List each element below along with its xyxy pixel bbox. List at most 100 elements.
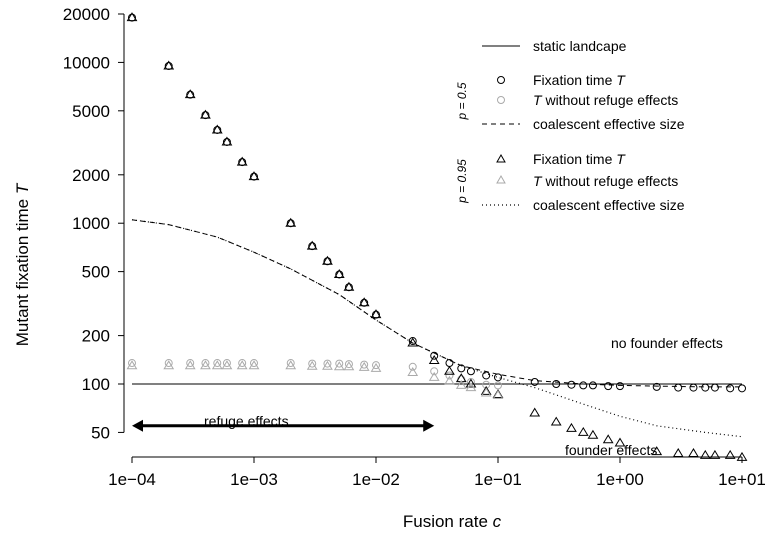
founder-effects-label: founder effects (565, 442, 657, 458)
point-triangle-grey (248, 360, 260, 370)
point-circle-black (674, 383, 683, 392)
point-circle-black (701, 383, 710, 392)
point-triangle-black (358, 297, 370, 307)
point-triangle-grey (444, 375, 455, 385)
point-circle-black (726, 384, 735, 393)
legend-group-label-p05: p = 0.5 (455, 82, 469, 120)
point-triangle-black (699, 449, 711, 459)
point-triangle-grey (358, 361, 370, 371)
point-circle-black (588, 381, 597, 390)
point-circle-grey (222, 359, 231, 368)
point-circle-grey (238, 359, 247, 368)
point-triangle-grey (285, 360, 297, 370)
point-triangle-black (211, 124, 223, 134)
point-triangle-grey (200, 360, 211, 370)
legend-fixation-time-p05: Fixation time T (533, 72, 626, 88)
point-circle-black (652, 382, 661, 391)
point-triangle-black (444, 365, 455, 375)
point-circle-black (710, 383, 719, 392)
legend-fixation-time-p095: Fixation time T (533, 151, 626, 167)
y-axis-title: Mutant fixation time T (13, 182, 32, 346)
point-triangle-grey (465, 382, 477, 392)
point-circle-black (552, 380, 561, 389)
legend-static-label: static landcape (533, 38, 627, 54)
point-triangle-grey (322, 360, 333, 370)
point-triangle-black (672, 447, 684, 457)
legend-no-refuge-p095: T without refuge effects (533, 173, 678, 189)
point-triangle-black (407, 337, 419, 347)
point-circle-grey (201, 359, 210, 368)
x-tick-label: 1e−04 (108, 470, 156, 489)
axes: 50 100 200 500 1000 2000 5000 10000 20000 1e−04 1e… (63, 5, 766, 489)
x-tick-label: 1e−03 (230, 470, 278, 489)
point-circle-grey (186, 359, 195, 368)
point-circle-black (457, 364, 466, 373)
point-triangle-black (221, 136, 233, 146)
point-triangle-grey (211, 360, 223, 370)
legend-circle-black (497, 76, 505, 84)
point-triangle-grey (306, 360, 318, 370)
point-triangle-black (724, 449, 736, 459)
point-triangle-grey (407, 366, 419, 376)
point-circle-black (430, 351, 439, 360)
refuge-arrow-left-head (132, 419, 143, 432)
point-circle-grey (323, 359, 332, 368)
point-triangle-black (285, 217, 297, 227)
point-circle-black (466, 367, 475, 376)
y-tick-label: 100 (82, 375, 110, 394)
legend-triangle-black (496, 153, 506, 163)
point-triangle-black (480, 385, 492, 395)
point-triangle-grey (221, 360, 233, 370)
point-circle-grey (408, 362, 417, 371)
point-circle-grey (372, 361, 380, 370)
point-circle-grey (164, 359, 173, 368)
point-circle-grey (286, 359, 295, 368)
point-circle-black (738, 384, 746, 393)
legend-no-refuge-p05: T without refuge effects (533, 92, 678, 108)
point-circle-black (494, 373, 502, 382)
refuge-effects-label: refuge effects (204, 413, 289, 429)
point-triangle-grey (184, 360, 196, 370)
point-triangle-grey (455, 379, 467, 389)
point-triangle-black (587, 429, 599, 439)
point-triangle-black (529, 407, 541, 417)
point-circle-grey (445, 371, 454, 380)
series-points (126, 12, 748, 461)
y-tick-label: 10000 (63, 53, 110, 72)
legend-coalescent-p05: coalescent effective size (533, 116, 685, 132)
point-circle-black (579, 381, 588, 390)
point-circle-grey (128, 359, 136, 368)
point-triangle-black (651, 446, 663, 456)
legend: static landcape p = 0.5 Fixation time T … (455, 38, 685, 213)
x-tick-label: 1e+00 (596, 470, 644, 489)
point-circle-grey (213, 359, 222, 368)
point-triangle-black (322, 255, 333, 265)
point-triangle-grey (163, 360, 175, 370)
x-tick-label: 1e−01 (474, 470, 522, 489)
point-triangle-black (306, 240, 318, 250)
point-circle-black (689, 383, 698, 392)
point-triangle-black (236, 156, 248, 166)
legend-circle-grey (497, 96, 505, 104)
series-line-dotted (131, 219, 743, 438)
point-triangle-black (465, 378, 477, 388)
x-axis-title: Fusion rate c (403, 512, 502, 531)
point-circle-black (445, 359, 454, 368)
point-triangle-black (566, 422, 577, 432)
point-triangle-black (709, 449, 721, 459)
point-circle-black (530, 377, 539, 386)
x-tick-label: 1e−02 (352, 470, 400, 489)
point-triangle-grey (236, 360, 248, 370)
y-tick-label: 200 (82, 327, 110, 346)
legend-triangle-grey (496, 174, 506, 184)
legend-coalescent-p095: coalescent effective size (533, 197, 685, 213)
point-circle-grey (344, 360, 353, 369)
point-triangle-black (736, 451, 748, 461)
point-circle-grey (430, 367, 439, 376)
point-triangle-grey (428, 371, 440, 381)
point-triangle-black (602, 434, 614, 444)
point-circle-black (482, 371, 491, 380)
point-circle-grey (360, 360, 369, 369)
x-tick-label: 1e+01 (718, 470, 766, 489)
point-triangle-grey (333, 361, 345, 371)
